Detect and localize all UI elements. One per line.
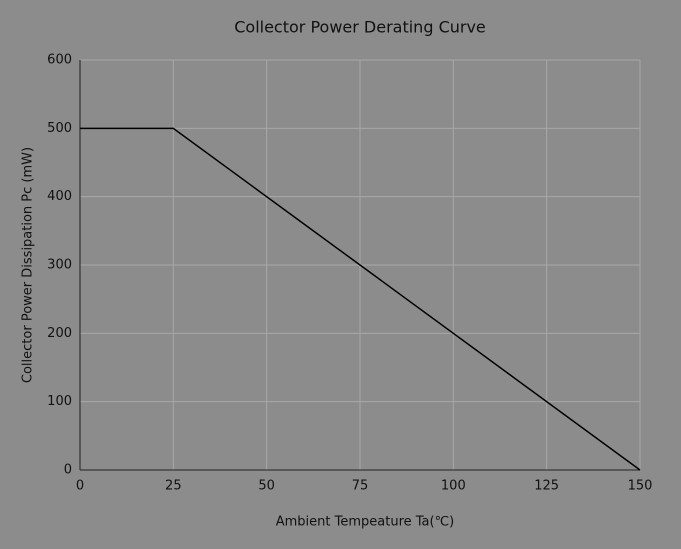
x-axis-label: Ambient Tempeature Ta(℃) xyxy=(276,515,455,530)
x-tick-label: 150 xyxy=(628,479,653,494)
x-tick-label: 125 xyxy=(534,479,559,494)
chart-title: Collector Power Derating Curve xyxy=(234,18,486,37)
x-tick-label: 100 xyxy=(441,479,466,494)
x-tick-label: 50 xyxy=(258,479,275,494)
y-tick-label: 400 xyxy=(47,189,72,204)
chart: Collector Power Derating Curve Ambient T… xyxy=(0,0,681,549)
background xyxy=(0,0,681,549)
y-tick-label: 200 xyxy=(47,326,72,341)
x-tick-label: 25 xyxy=(165,479,182,494)
y-axis-label: Collector Power Dissipation Pc (mW) xyxy=(21,147,36,383)
x-tick-label: 0 xyxy=(76,479,84,494)
y-tick-label: 500 xyxy=(47,121,72,136)
y-tick-label: 300 xyxy=(47,258,72,273)
y-tick-label: 600 xyxy=(47,53,72,68)
page: {"chart_data": {"type": "line", "title":… xyxy=(0,0,681,549)
x-tick-label: 75 xyxy=(352,479,369,494)
y-tick-label: 0 xyxy=(64,463,72,478)
y-tick-label: 100 xyxy=(47,394,72,409)
